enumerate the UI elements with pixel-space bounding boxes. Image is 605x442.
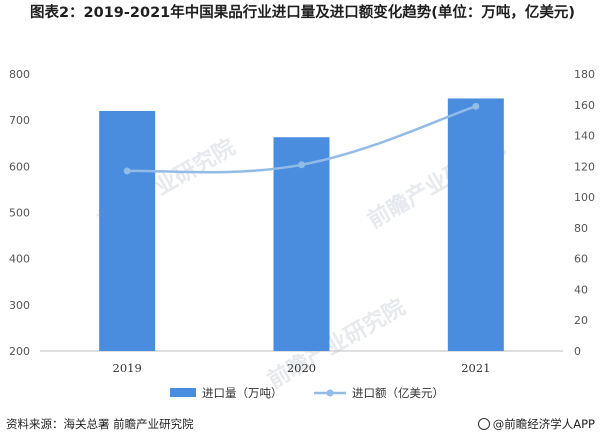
legend-label-bar: 进口量（万吨）: [202, 386, 283, 400]
legend: 进口量（万吨） 进口额（亿美元）: [170, 386, 444, 400]
left-tick-400: 400: [9, 253, 30, 266]
legend-label-line: 进口额（亿美元）: [352, 386, 444, 400]
right-tick-180: 180: [574, 68, 595, 81]
left-tick-200: 200: [9, 345, 30, 358]
left-axis-ticks: 200 300 400 500 600 700 800: [9, 68, 30, 358]
right-tick-140: 140: [574, 130, 595, 143]
left-tick-300: 300: [9, 299, 30, 312]
bar-2021: [447, 98, 504, 352]
right-tick-20: 20: [574, 314, 588, 327]
left-tick-800: 800: [9, 68, 30, 81]
right-tick-40: 40: [574, 283, 588, 296]
right-tick-160: 160: [574, 99, 595, 112]
left-tick-600: 600: [9, 160, 30, 173]
right-tick-60: 60: [574, 253, 588, 266]
point-2019: [123, 167, 131, 175]
brand-text: @前瞻经济学人APP: [492, 417, 595, 431]
x-tick-2020: 2020: [287, 361, 316, 375]
left-tick-500: 500: [9, 207, 30, 220]
brand-note: @前瞻经济学人APP: [477, 416, 595, 432]
right-tick-120: 120: [574, 160, 595, 173]
left-tick-700: 700: [9, 114, 30, 127]
point-2020: [298, 161, 305, 169]
source-note: 资料来源：海关总署 前瞻产业研究院: [6, 417, 194, 431]
brand-logo-icon: [477, 418, 490, 430]
line-series: [123, 102, 480, 175]
bars: [99, 98, 504, 352]
right-tick-100: 100: [574, 191, 595, 204]
x-tick-2021: 2021: [461, 361, 490, 375]
chart-title: 图表2：2019-2021年中国果品行业进口量及进口额变化趋势(单位：万吨，亿美…: [29, 5, 576, 21]
right-tick-0: 0: [574, 345, 581, 358]
legend-swatch-bar: [170, 388, 196, 397]
bar-2019: [99, 110, 156, 351]
x-axis-ticks: 2019 2020 2021: [113, 361, 491, 375]
bar-2020: [273, 137, 330, 351]
x-tick-2019: 2019: [113, 361, 142, 375]
right-axis-ticks: 0 20 40 60 80 100 120 140 160 180: [574, 68, 595, 358]
right-tick-80: 80: [574, 222, 588, 235]
point-2021: [472, 102, 480, 110]
legend-swatch-line-marker: [326, 389, 334, 397]
